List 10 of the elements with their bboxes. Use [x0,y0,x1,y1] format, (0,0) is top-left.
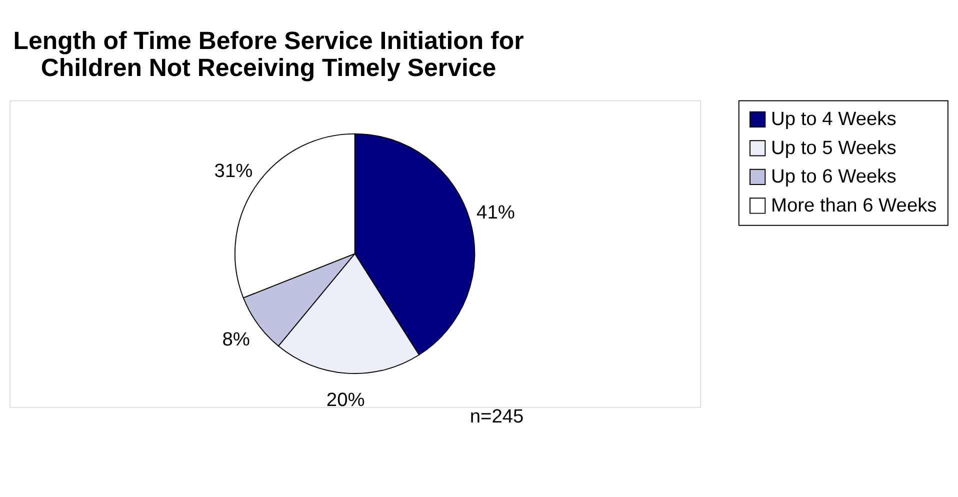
data-label: 20% [326,390,365,411]
legend-label: Up to 4 Weeks [771,109,896,130]
data-label: 41% [476,202,515,224]
text: n=245 [470,406,524,428]
legend-label: Up to 5 Weeks [771,138,896,159]
legend-label: Up to 6 Weeks [771,166,896,188]
legend-label: More than 6 Weeks [771,195,937,216]
data-label: 8% [222,330,250,351]
data-label: 31% [214,160,253,182]
chart-title: Length of Time Before Service Initiation for Children Not Receiving Timely Service [13,26,524,82]
